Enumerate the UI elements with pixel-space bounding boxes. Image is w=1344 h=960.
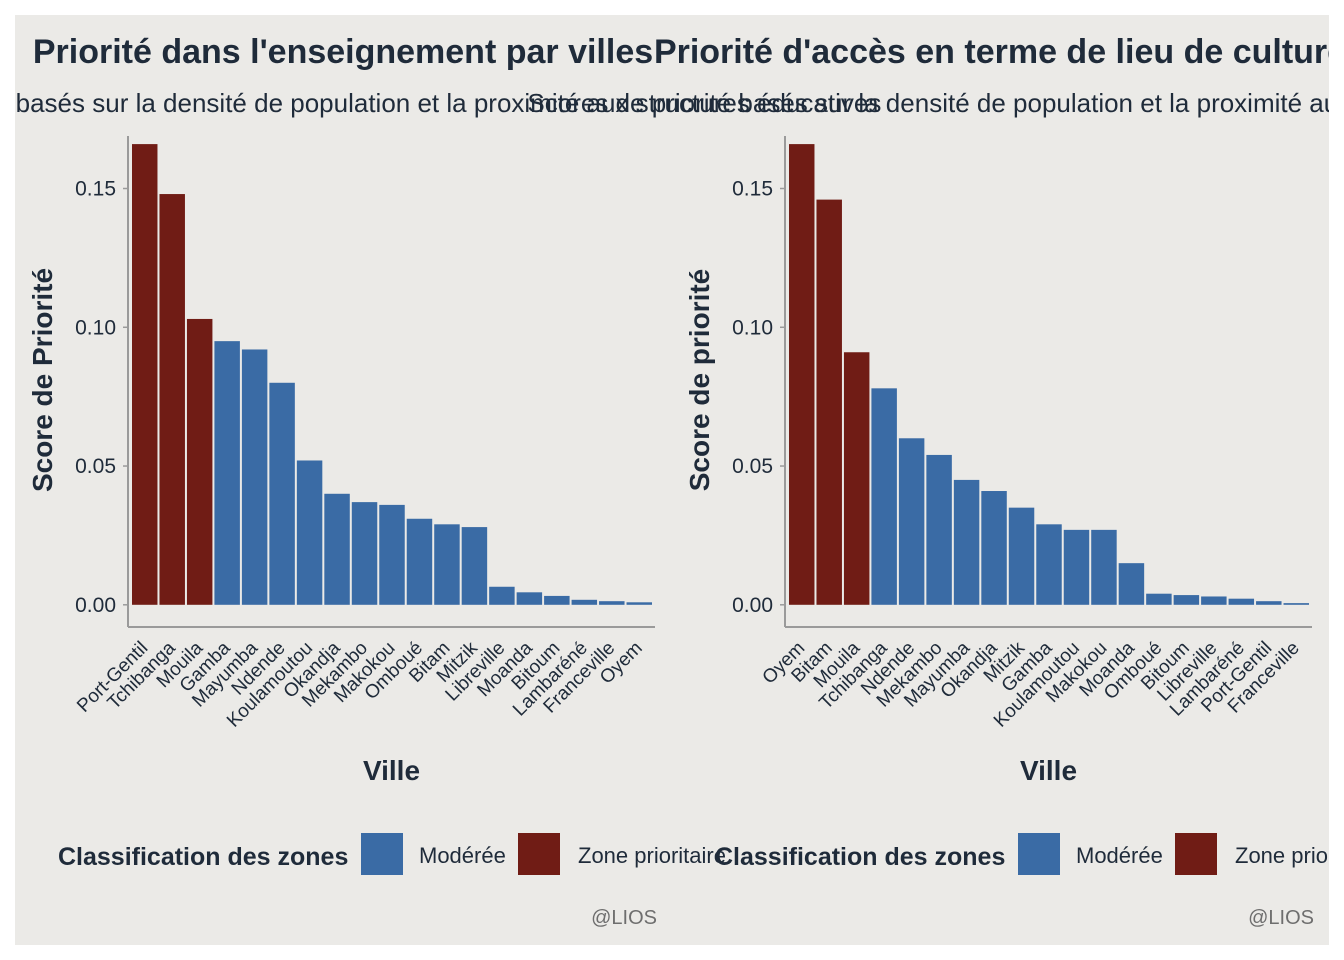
y-tick-label: 0.15 [732, 178, 773, 201]
legend-title: Classification des zones [715, 843, 1005, 871]
bar-lambar-n- [571, 599, 598, 605]
bar-mouila [843, 352, 870, 605]
legend: Classification des zones Modérée Zone prio… [715, 833, 1329, 875]
bar-tchibanga [159, 194, 185, 605]
bar-mitzik [1008, 507, 1035, 605]
bar-bitoum [1173, 595, 1200, 605]
bar-lambar-n- [1228, 598, 1255, 605]
bar-port-gentil [1256, 601, 1282, 605]
bar-moanda [516, 592, 543, 605]
y-tick-label: 0.05 [75, 455, 116, 478]
y-tick-label: 0.10 [75, 316, 116, 339]
chart-title: Priorité dans l'enseignement par villes [33, 33, 653, 71]
legend: Classification des zones Modérée Zone prio… [58, 833, 726, 875]
caption: @LIOS [1248, 907, 1314, 929]
bar-gamba [214, 341, 240, 605]
bar-bitam [434, 524, 460, 605]
legend-key-moderee [1018, 833, 1060, 875]
bar-libreville [489, 586, 515, 605]
bar-mekambo [926, 454, 952, 605]
legend-label: Modérée [1076, 843, 1163, 868]
legend-key-zone-prioritaire [1175, 833, 1217, 875]
bar-makokou [1091, 529, 1117, 605]
y-axis-title: Score de priorité [684, 269, 715, 492]
bar-koulamoutou [1063, 529, 1090, 605]
bar-franceville [1283, 603, 1309, 605]
bar-mekambo [351, 502, 378, 605]
y-axis-title: Score de Priorité [27, 268, 58, 492]
bar-tchibanga [871, 388, 897, 605]
chart-subtitle: Scores de priorité basés sur la densité … [527, 88, 1329, 118]
bar-ndende [269, 382, 295, 605]
bar-ndende [898, 438, 925, 605]
bar-oyem [789, 144, 815, 605]
figure: Priorité dans l'enseignement par villes S… [15, 15, 1329, 945]
bar-oyem [626, 602, 652, 605]
bar-okandja [324, 493, 350, 605]
legend-label: Modérée [419, 843, 506, 868]
bar-port-gentil [132, 144, 158, 605]
bar-bitam [816, 199, 842, 605]
y-tick-label: 0.00 [75, 594, 116, 617]
x-axis-title: Ville [363, 755, 420, 786]
bar-gamba [1036, 524, 1062, 605]
bar-franceville [599, 601, 625, 605]
bar-ombou- [406, 518, 433, 605]
bar-mitzik [461, 527, 488, 605]
y-tick-label: 0.15 [75, 178, 116, 201]
y-tick-label: 0.10 [732, 316, 773, 339]
bar-bitoum [544, 595, 570, 605]
bar-mayumba [953, 479, 980, 605]
chart-panel-worship: Priorité d'accès en terme de lieu de cul… [527, 33, 1329, 929]
bar-mouila [186, 318, 213, 605]
legend-key-moderee [361, 833, 403, 875]
legend-label: Zone prioritaire [1235, 843, 1329, 868]
legend-key-zone-prioritaire [518, 833, 560, 875]
bar-koulamoutou [296, 460, 323, 605]
bar-moanda [1118, 563, 1145, 605]
y-tick-label: 0.00 [732, 594, 773, 617]
y-tick-label: 0.05 [732, 455, 773, 478]
legend-title: Classification des zones [58, 843, 348, 871]
x-axis-title: Ville [1020, 755, 1077, 786]
chart-subtitle: Scores de priorité basés sur la densité … [15, 88, 881, 118]
bar-mayumba [241, 349, 268, 605]
bar-libreville [1201, 596, 1227, 605]
bar-ombou- [1146, 593, 1172, 605]
bar-makokou [379, 504, 405, 605]
chart-title: Priorité d'accès en terme de lieu de cul… [654, 33, 1329, 71]
chart-panel-education: Priorité dans l'enseignement par villes S… [15, 33, 881, 929]
caption: @LIOS [591, 907, 657, 929]
bar-okandja [981, 491, 1007, 605]
legend-label: Zone prioritaire [578, 843, 726, 868]
